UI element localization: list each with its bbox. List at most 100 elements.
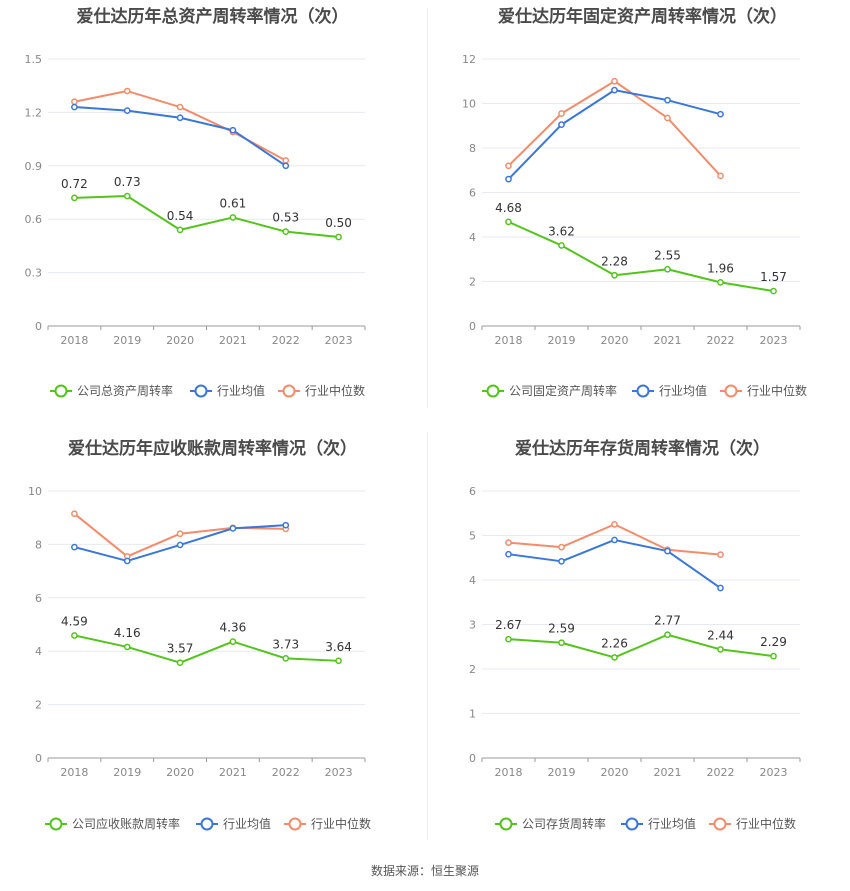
data-label: 1.57 xyxy=(760,270,787,284)
y-tick-label: 12 xyxy=(462,53,476,66)
data-point xyxy=(71,632,78,639)
data-point xyxy=(558,543,565,551)
series-line-company xyxy=(74,634,339,664)
x-tick-label: 2018 xyxy=(495,766,523,779)
data-label: 2.44 xyxy=(707,628,734,642)
y-tick-label: 3 xyxy=(469,619,476,632)
chart-svg: 0 0.3 0.6 0.9 1.2 1.5 2018 2019 2020 2021 2022 2023… xyxy=(25,53,366,398)
data-point xyxy=(770,652,777,660)
legend-label: 行业中位数 xyxy=(747,383,807,398)
data-point xyxy=(664,96,671,104)
data-label: 0.54 xyxy=(167,209,194,223)
data-label: 2.55 xyxy=(654,248,681,262)
y-tick-label: 5 xyxy=(469,530,476,543)
data-label: 3.62 xyxy=(548,224,575,238)
data-label: 3.64 xyxy=(325,640,352,654)
y-tick-label: 10 xyxy=(28,485,42,498)
data-point xyxy=(717,551,724,558)
data-point xyxy=(176,114,184,122)
chart-panel-fixed-asset-turnover: 爱仕达历年固定资产周转率情况（次） 0 2 4 6 8 10 12 2018 2019 2020 2… xyxy=(430,0,850,430)
data-point xyxy=(176,103,184,111)
data-point xyxy=(611,536,618,544)
data-point xyxy=(717,172,724,180)
data-label: 4.59 xyxy=(61,614,88,628)
data-point xyxy=(505,162,512,170)
data-point xyxy=(176,659,184,667)
y-tick-label: 2 xyxy=(469,276,476,289)
data-point xyxy=(123,643,131,651)
legend-label: 公司应收账款周转率 xyxy=(72,816,180,831)
data-point xyxy=(71,543,78,551)
chart-panel-inventory-turnover: 爱仕达历年存货周转率情况（次） 0 1 2 3 4 5 6 2018 2019 2020 2021 2… xyxy=(430,432,850,862)
x-tick-label: 2022 xyxy=(707,766,735,779)
x-tick-label: 2020 xyxy=(166,334,194,347)
legend-marker xyxy=(288,817,302,831)
y-tick-label: 6 xyxy=(469,485,476,498)
x-tick-label: 2021 xyxy=(654,766,682,779)
data-point xyxy=(558,121,565,128)
legend-label: 行业中位数 xyxy=(311,816,371,831)
data-label: 1.96 xyxy=(707,261,734,275)
legend-label: 行业中位数 xyxy=(305,383,365,398)
legend-label: 行业均值 xyxy=(659,383,707,398)
legend-marker xyxy=(713,817,727,831)
data-point xyxy=(505,635,512,643)
chart-svg: 0 2 4 6 8 10 12 2018 2019 2020 2021 2022 2023 4.68 3.6… xyxy=(462,53,807,398)
x-tick-label: 2019 xyxy=(548,334,576,347)
legend-item-industry-median: 行业中位数 xyxy=(720,383,807,398)
x-tick-label: 2021 xyxy=(654,334,682,347)
legend-item-company: 公司存货周转率 xyxy=(495,816,606,831)
data-label: 2.67 xyxy=(495,618,522,632)
data-point xyxy=(717,110,724,118)
data-point xyxy=(123,557,131,565)
chart-svg: 0 2 4 6 8 10 2018 2019 2020 2021 2022 2023 4.59 4.16 3… xyxy=(28,485,371,831)
y-tick-label: 2 xyxy=(469,663,476,676)
data-point xyxy=(123,107,131,114)
data-point xyxy=(770,287,777,295)
data-point xyxy=(176,530,184,538)
data-point xyxy=(664,114,671,122)
y-tick-label: 8 xyxy=(469,142,476,155)
data-point xyxy=(664,631,671,639)
data-point xyxy=(505,175,512,183)
data-point xyxy=(558,557,565,565)
y-tick-label: 1.2 xyxy=(25,106,43,119)
source-note: 数据来源：恒生聚源 xyxy=(370,864,479,878)
data-point xyxy=(282,157,290,164)
chart-title: 爱仕达历年总资产周转率情况（次） xyxy=(76,7,349,27)
data-point xyxy=(558,110,565,117)
legend-marker xyxy=(54,384,68,398)
data-point xyxy=(611,77,618,85)
legend-marker xyxy=(194,384,208,398)
data-label: 0.53 xyxy=(272,211,299,225)
x-tick-label: 2021 xyxy=(219,766,247,779)
data-point xyxy=(71,194,78,202)
data-point xyxy=(229,126,237,134)
y-tick-label: 6 xyxy=(35,592,42,605)
y-tick-label: 0.3 xyxy=(25,267,43,280)
y-tick-label: 0 xyxy=(469,752,476,765)
data-label: 4.16 xyxy=(114,626,141,640)
legend-marker xyxy=(499,817,513,831)
x-tick-label: 2020 xyxy=(166,766,194,779)
series-line-industry-avg xyxy=(508,538,722,589)
data-label: 4.36 xyxy=(220,621,247,635)
legend-marker xyxy=(200,817,214,831)
y-tick-label: 1.5 xyxy=(25,53,43,66)
data-label: 2.26 xyxy=(601,636,628,650)
legend-label: 公司固定资产周转率 xyxy=(509,383,617,398)
data-point xyxy=(611,271,618,279)
data-point xyxy=(717,584,724,592)
x-tick-label: 2022 xyxy=(272,766,300,779)
data-point xyxy=(611,521,618,528)
data-label: 0.72 xyxy=(61,177,88,191)
data-point xyxy=(123,192,131,200)
y-tick-label: 6 xyxy=(469,187,476,200)
series-line-company xyxy=(74,195,339,238)
data-point xyxy=(505,550,512,558)
y-tick-label: 10 xyxy=(462,98,476,111)
data-label: 0.61 xyxy=(220,196,247,210)
data-point xyxy=(282,655,290,662)
legend-label: 行业均值 xyxy=(648,816,696,831)
data-point xyxy=(664,265,671,273)
